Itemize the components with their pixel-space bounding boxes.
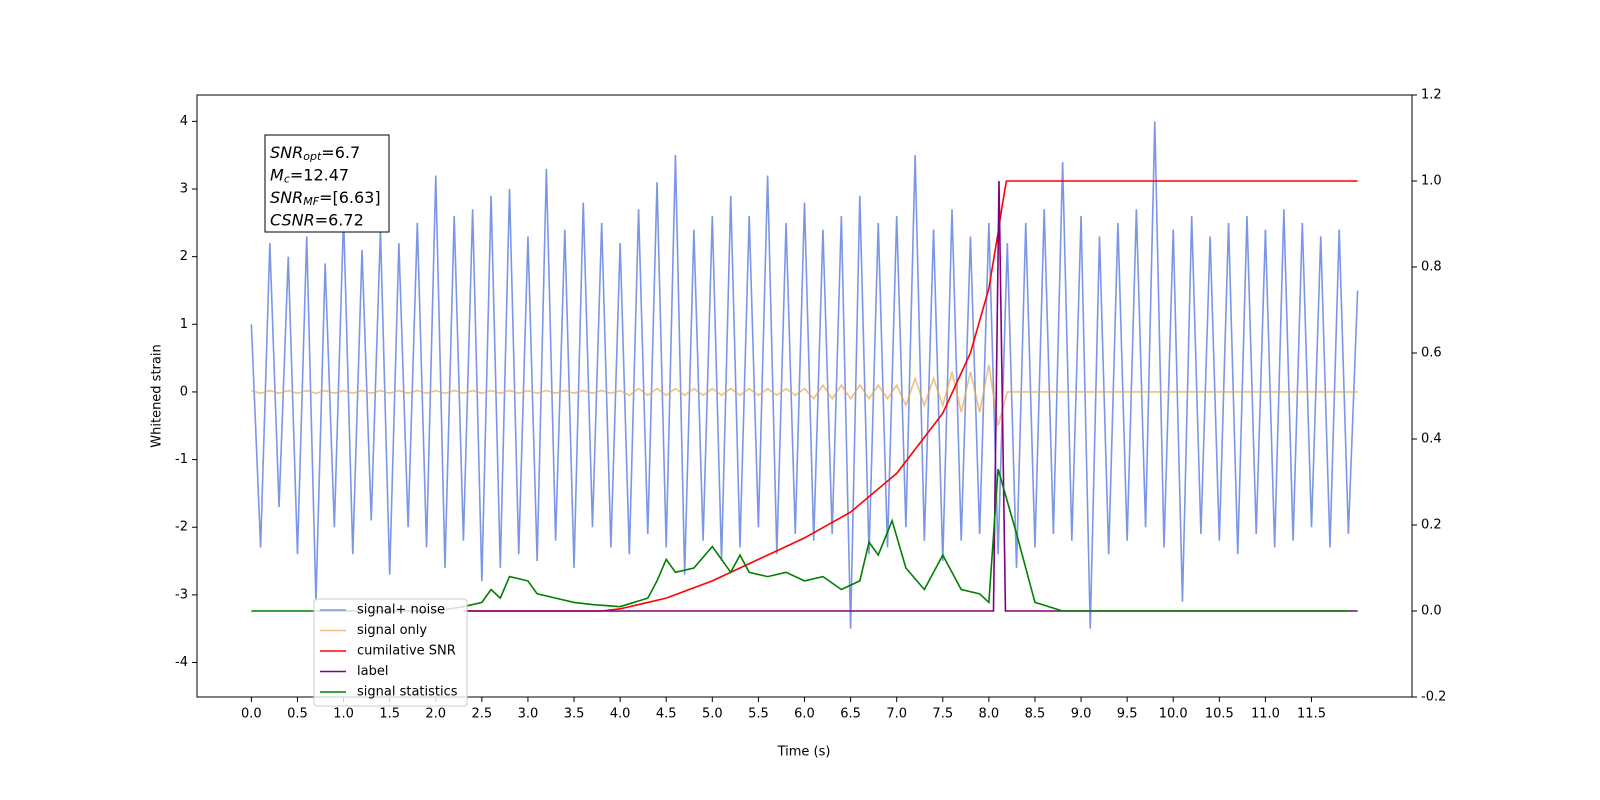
annotation: CSNR=6.72	[270, 210, 364, 229]
legend: signal+ noise signal only cumilative SNR la…	[313, 598, 468, 707]
legend-label: signal+ noise	[357, 603, 445, 618]
x-tick-label: 3.0	[518, 707, 539, 722]
annotation-base: SNR	[270, 143, 303, 162]
x-tick-label: 3.5	[564, 707, 585, 722]
y-tick-label: -1	[175, 452, 188, 467]
y2-tick-label: 1.0	[1421, 174, 1442, 189]
plot-area	[250, 121, 1359, 629]
x-tick-label: 11.5	[1297, 707, 1326, 722]
x-tick-label: 10.5	[1205, 707, 1234, 722]
x-tick-label: 5.0	[702, 707, 723, 722]
series-line	[251, 468, 1351, 612]
x-tick-label: 4.5	[656, 707, 677, 722]
x-tick-label: 0.5	[287, 707, 308, 722]
annotation-text: =12.47	[290, 165, 349, 184]
annotation: SNRopt=6.7	[270, 143, 360, 164]
annotation: Mc=12.47	[270, 165, 349, 186]
y2-tick-label: 0.2	[1421, 518, 1442, 533]
x-tick-label: 2.5	[472, 707, 493, 722]
annotation: SNRMF=[6.63]	[270, 188, 381, 209]
legend-box	[313, 598, 468, 707]
y2-tick-label: 0.0	[1421, 604, 1442, 619]
y2-tick-label: 0.4	[1421, 432, 1442, 447]
y-tick-label: 4	[180, 114, 188, 129]
x-tick-label: 6.5	[840, 707, 861, 722]
y2-tick-label: 0.6	[1421, 346, 1442, 361]
x-tick-label: 8.5	[1025, 707, 1046, 722]
x-tick-label: 4.0	[610, 707, 631, 722]
y-tick-label: -2	[175, 520, 188, 535]
x-tick-label: 10.0	[1159, 707, 1188, 722]
annotation-base: SNR	[270, 188, 303, 207]
x-tick-label: 1.0	[333, 707, 354, 722]
x-tick-label: 2.0	[425, 707, 446, 722]
y-tick-label: 0	[180, 384, 188, 399]
y-tick-label: -3	[175, 587, 188, 602]
x-tick-label: 1.5	[379, 707, 400, 722]
annotation-sub: c	[284, 173, 290, 186]
legend-label: signal statistics	[357, 685, 458, 700]
x-tick-label: 6.0	[794, 707, 815, 722]
annotation-text: =6.72	[315, 210, 364, 229]
annotation-sub: MF	[303, 195, 319, 208]
annotation-base: M	[270, 165, 284, 184]
y-axis-label: Whitened strain	[150, 344, 165, 447]
legend-label: signal only	[357, 623, 427, 638]
annotation-text: =[6.63]	[319, 188, 381, 207]
legend-label: label	[357, 664, 388, 679]
annotation-sub: opt	[303, 150, 322, 163]
annotation-text: =6.7	[321, 143, 360, 162]
x-axis-label: Time (s)	[777, 745, 831, 760]
series-line	[250, 121, 1359, 629]
x-tick-label: 7.5	[932, 707, 953, 722]
annotation-base: CSNR	[270, 210, 315, 229]
y-tick-label: -4	[175, 655, 188, 670]
x-tick-label: 8.0	[979, 707, 1000, 722]
y2-tick-label: 0.8	[1421, 260, 1442, 275]
series-line	[251, 364, 1358, 426]
x-tick-label: 11.0	[1251, 707, 1280, 722]
legend-label: cumilative SNR	[357, 644, 456, 659]
y-tick-label: 1	[180, 317, 188, 332]
x-tick-label: 9.0	[1071, 707, 1092, 722]
y2-tick-label: 1.2	[1421, 88, 1442, 103]
y-tick-label: 3	[180, 182, 188, 197]
y2-tick-label: -0.2	[1421, 690, 1446, 705]
x-tick-label: 7.0	[886, 707, 907, 722]
x-tick-label: 9.5	[1117, 707, 1138, 722]
annotation-box	[264, 134, 390, 233]
x-tick-label: 5.5	[748, 707, 769, 722]
x-tick-label: 0.0	[241, 707, 262, 722]
y-tick-label: 2	[180, 249, 188, 264]
